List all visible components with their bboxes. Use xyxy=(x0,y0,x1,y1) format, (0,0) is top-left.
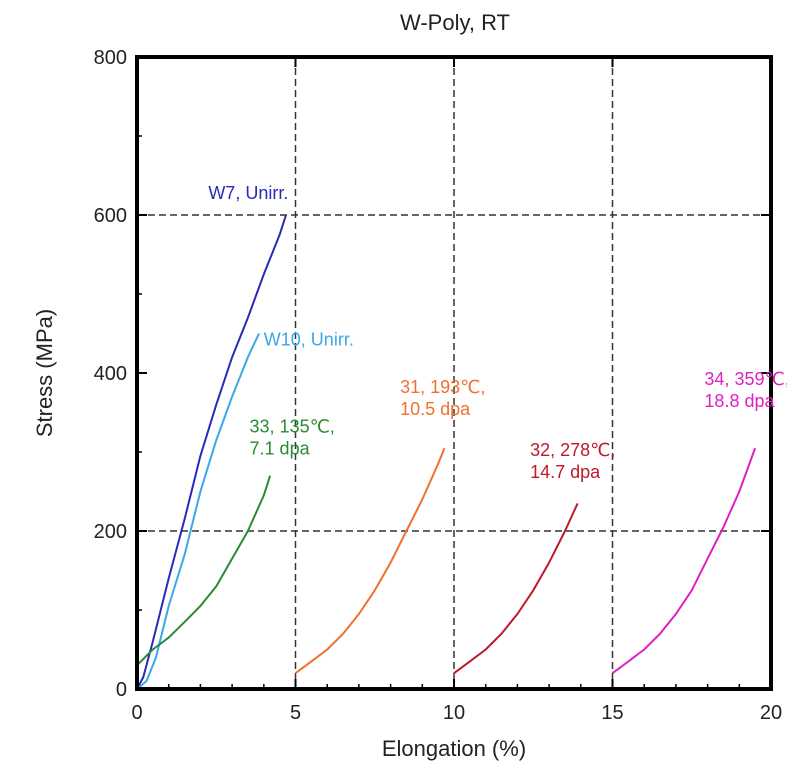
series-line-3 xyxy=(136,475,272,667)
y-tick-label-2: 400 xyxy=(94,363,127,385)
annotation-6: 34, 359℃, 18.8 dpa xyxy=(704,369,787,411)
annotation-4: 31, 193℃, 10.5 dpa xyxy=(400,377,485,419)
series-line-1 xyxy=(136,214,287,690)
series-line-2 xyxy=(136,333,260,690)
annotation-5: 32, 278℃, 14.7 dpa xyxy=(530,440,615,482)
y-tick-label-3: 600 xyxy=(94,205,127,227)
x-tick-label-0: 0 xyxy=(131,702,142,724)
series-line-6 xyxy=(611,447,757,675)
grid-lines xyxy=(137,57,771,689)
series-group xyxy=(136,214,757,690)
annotations-group: W7, Unirr. W10, Unirr. 33, 135℃, 7.1 dpa 31,… xyxy=(208,183,787,482)
annotation-1: W7, Unirr. xyxy=(208,183,288,203)
y-tick-label-0: 0 xyxy=(116,679,127,701)
y-axis-label: Stress (MPa) xyxy=(32,309,57,437)
y-tick-label-4: 800 xyxy=(94,47,127,69)
x-tick-label-4: 20 xyxy=(760,702,782,724)
annotation-2: W10, Unirr. xyxy=(264,329,354,349)
series-line-4 xyxy=(294,447,446,675)
series-line-5 xyxy=(453,502,579,675)
chart-title: W-Poly, RT xyxy=(400,10,510,35)
y-tick-label-1: 200 xyxy=(94,521,127,543)
x-tick-label-3: 15 xyxy=(601,702,623,724)
x-axis-label: Elongation (%) xyxy=(382,736,526,761)
x-tick-label-2: 10 xyxy=(443,702,465,724)
x-tick-label-1: 5 xyxy=(290,702,301,724)
annotation-3: 33, 135℃, 7.1 dpa xyxy=(250,416,335,458)
